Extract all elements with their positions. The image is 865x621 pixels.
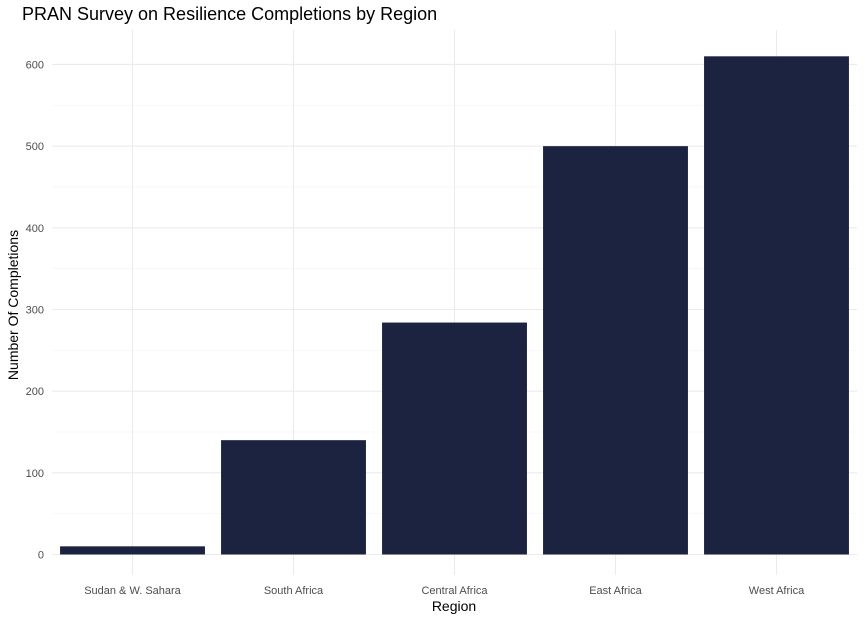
y-tick-label: 500 bbox=[26, 141, 44, 153]
y-tick-label: 600 bbox=[26, 59, 44, 71]
bar bbox=[704, 56, 849, 555]
x-tick-label: South Africa bbox=[264, 585, 324, 597]
x-axis-ticks: Sudan & W. Sahara South Africa Central Afr… bbox=[84, 585, 805, 597]
x-axis-title: Region bbox=[432, 598, 476, 614]
y-tick-label: 0 bbox=[38, 550, 44, 562]
y-tick-label: 300 bbox=[26, 304, 44, 316]
y-tick-label: 200 bbox=[26, 386, 44, 398]
bar bbox=[543, 146, 688, 555]
y-tick-label: 100 bbox=[26, 468, 44, 480]
bars bbox=[60, 56, 849, 555]
chart-title: PRAN Survey on Resilience Completions by… bbox=[22, 4, 437, 24]
y-axis-ticks: 0 100 200 300 400 500 600 bbox=[26, 59, 44, 561]
y-axis-title: Number Of Completions bbox=[5, 230, 21, 380]
bar bbox=[382, 322, 527, 555]
x-tick-label: West Africa bbox=[749, 585, 805, 597]
bar bbox=[60, 546, 205, 555]
x-tick-label: East Africa bbox=[589, 585, 642, 597]
x-tick-label: Central Africa bbox=[421, 585, 488, 597]
x-tick-label: Sudan & W. Sahara bbox=[84, 585, 181, 597]
y-tick-label: 400 bbox=[26, 223, 44, 235]
bar bbox=[221, 440, 366, 555]
